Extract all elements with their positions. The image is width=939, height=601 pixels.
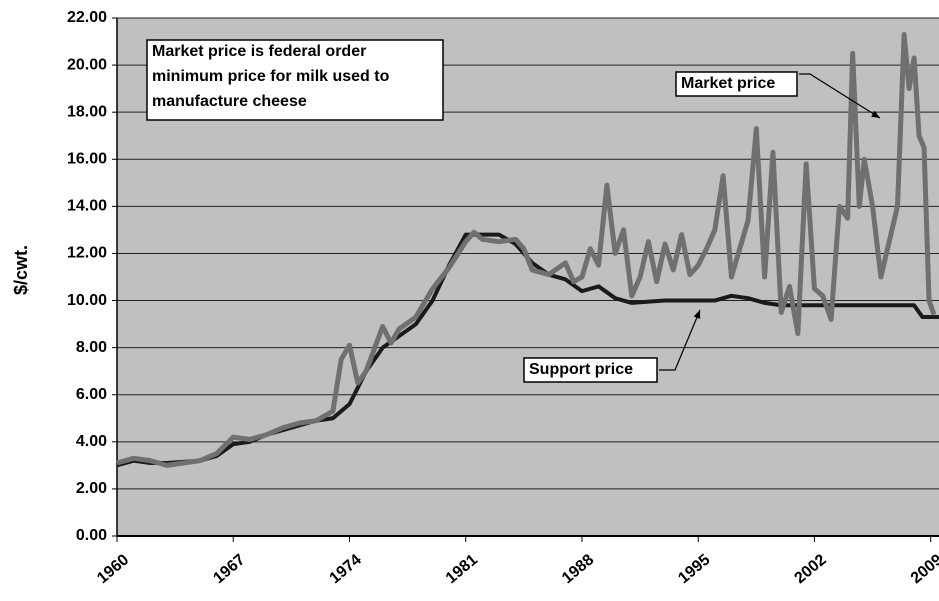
series-line <box>116 232 939 468</box>
annotation-text: Market price <box>681 75 775 92</box>
x-tick-label: 1967 <box>210 551 248 587</box>
y-tick-label: 22.00 <box>67 9 107 26</box>
arrow-head <box>871 110 880 118</box>
x-tick-label: 1960 <box>94 551 132 587</box>
y-tick-label: 16.00 <box>67 150 107 167</box>
y-axis-label: $/cwt. <box>11 245 31 295</box>
x-tick-label: 1981 <box>443 551 481 587</box>
annotation-text: Market price is federal order <box>152 43 366 60</box>
annotation-box <box>523 357 658 383</box>
y-tick-label: 14.00 <box>67 198 107 215</box>
y-tick-label: 12.00 <box>67 245 107 262</box>
x-tick-label: 1988 <box>559 551 597 587</box>
x-tick-label: 1995 <box>675 551 713 587</box>
annotation-arrow <box>659 309 701 371</box>
x-tick-label: 2002 <box>792 551 830 587</box>
y-tick-label: 8.00 <box>76 339 107 356</box>
series-line <box>116 31 937 468</box>
arrow-head <box>693 310 701 319</box>
annotation-text: minimum price for milk used to <box>152 68 390 85</box>
y-tick-label: 10.00 <box>67 292 107 309</box>
annotation-box <box>675 71 798 97</box>
x-tick-label: 2009 <box>908 551 939 587</box>
annotation-arrow <box>799 73 881 119</box>
x-tick-label: 1974 <box>327 551 365 587</box>
y-tick-label: 6.00 <box>76 386 107 403</box>
annotation-text: manufacture cheese <box>152 93 307 110</box>
y-tick-label: 2.00 <box>76 480 107 497</box>
y-tick-label: 4.00 <box>76 433 107 450</box>
annotation-text: Support price <box>529 361 633 378</box>
y-tick-label: 18.00 <box>67 103 107 120</box>
y-tick-label: 0.00 <box>76 527 107 544</box>
y-tick-label: 20.00 <box>67 56 107 73</box>
annotation-box <box>146 39 444 121</box>
